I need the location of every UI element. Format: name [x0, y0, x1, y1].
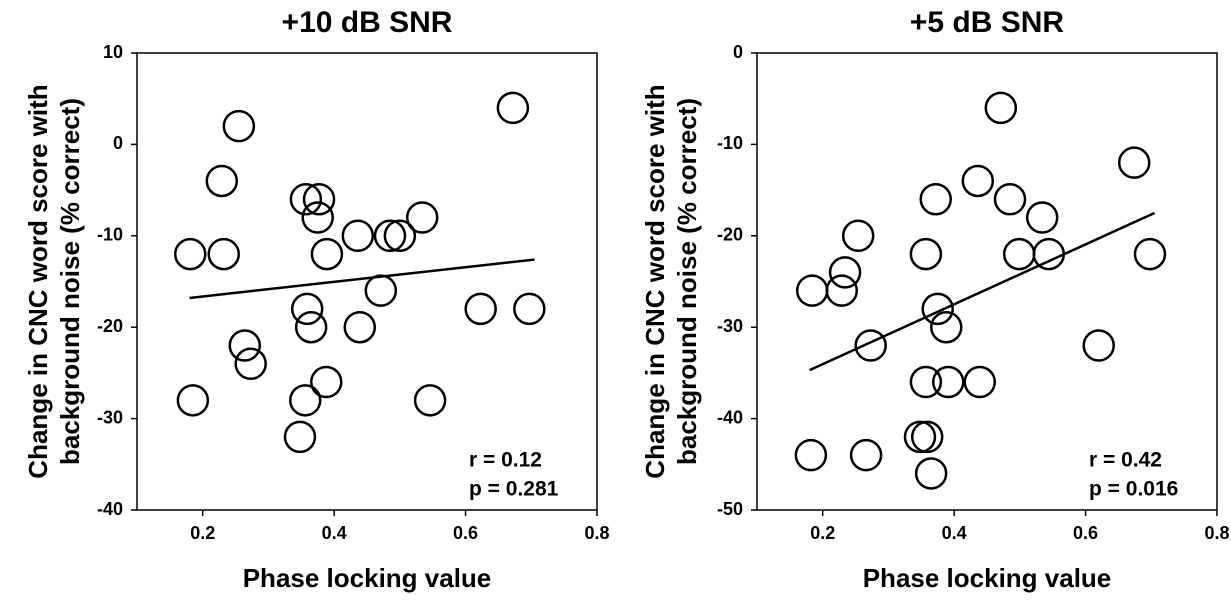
point: [1032, 237, 1066, 271]
x-tick-label: 0.2: [190, 523, 215, 543]
point: [405, 201, 439, 234]
x-tick-label: 0.8: [584, 523, 609, 543]
point: [173, 237, 207, 271]
y-axis-label: background noise (% correct): [55, 98, 85, 465]
point: [1002, 237, 1036, 271]
y-axis-label: background noise (% correct): [672, 98, 702, 465]
y-tick-label: -30: [717, 316, 743, 336]
point: [234, 347, 267, 381]
point: [914, 457, 948, 490]
y-tick-label: -30: [97, 407, 123, 427]
point: [849, 438, 883, 472]
point: [930, 310, 963, 344]
point: [909, 237, 943, 271]
point: [1133, 237, 1167, 271]
plot-frame: [756, 52, 1218, 511]
point: [302, 182, 336, 216]
point: [464, 292, 497, 326]
point: [222, 109, 256, 143]
point: [993, 182, 1027, 216]
point: [310, 237, 344, 271]
y-axis-label: Change in CNC word score with: [23, 84, 53, 478]
point: [289, 182, 323, 216]
x-tick-label: 0.4: [942, 523, 967, 543]
point: [176, 384, 210, 417]
point: [903, 420, 937, 454]
point: [931, 365, 965, 399]
y-tick-label: -20: [717, 225, 743, 245]
y-axis-label: Change in CNC word score with: [640, 84, 670, 478]
point: [294, 310, 328, 344]
x-tick-label: 0.6: [1073, 523, 1098, 543]
point: [310, 365, 343, 399]
y-tick-label: -40: [97, 499, 123, 519]
point: [919, 182, 952, 216]
y-tick-label: -40: [717, 407, 743, 427]
chart-title: +5 dB SNR: [910, 6, 1065, 39]
point: [413, 384, 447, 417]
point: [841, 219, 875, 253]
y-tick-label: 0: [733, 42, 743, 62]
point: [207, 237, 240, 271]
point: [1082, 329, 1115, 362]
point: [205, 164, 239, 198]
trendline: [189, 258, 535, 300]
x-axis-label: Phase locking value: [863, 563, 1112, 593]
point: [343, 310, 377, 344]
point: [301, 201, 334, 234]
annotation: r = 0.42: [1089, 449, 1162, 472]
annotation: p = 0.281: [469, 478, 559, 501]
point: [364, 274, 398, 307]
point: [984, 91, 1018, 125]
point: [1025, 201, 1059, 234]
trendline: [809, 211, 1156, 372]
point: [961, 164, 995, 198]
point: [825, 274, 859, 307]
point: [909, 365, 943, 399]
point: [794, 438, 828, 472]
y-tick-label: 0: [113, 133, 123, 153]
annotation: p = 0.016: [1089, 478, 1178, 501]
x-axis-label: Phase locking value: [243, 563, 492, 593]
point: [383, 219, 417, 253]
x-tick-label: 0.6: [453, 523, 478, 543]
point: [795, 274, 829, 307]
point: [290, 292, 324, 326]
y-tick-label: -10: [717, 133, 743, 153]
point: [283, 420, 317, 454]
x-tick-label: 0.8: [1204, 523, 1229, 543]
x-tick-label: 0.4: [322, 523, 347, 543]
chart-title: +10 dB SNR: [282, 6, 453, 39]
y-tick-label: 10: [103, 42, 123, 62]
y-tick-label: -20: [97, 316, 123, 336]
y-tick-label: -50: [717, 499, 743, 519]
annotation: r = 0.12: [469, 449, 542, 472]
point: [496, 91, 530, 125]
y-tick-label: -10: [97, 225, 123, 245]
point: [828, 256, 862, 289]
point: [854, 329, 887, 362]
point: [1117, 146, 1151, 179]
point: [228, 329, 262, 362]
point: [963, 365, 997, 399]
point: [373, 219, 407, 253]
point: [910, 420, 944, 454]
point: [288, 384, 322, 417]
point: [921, 292, 954, 326]
x-tick-label: 0.2: [810, 523, 835, 543]
point: [341, 219, 375, 253]
plot-frame: [136, 52, 598, 511]
point: [513, 292, 546, 326]
